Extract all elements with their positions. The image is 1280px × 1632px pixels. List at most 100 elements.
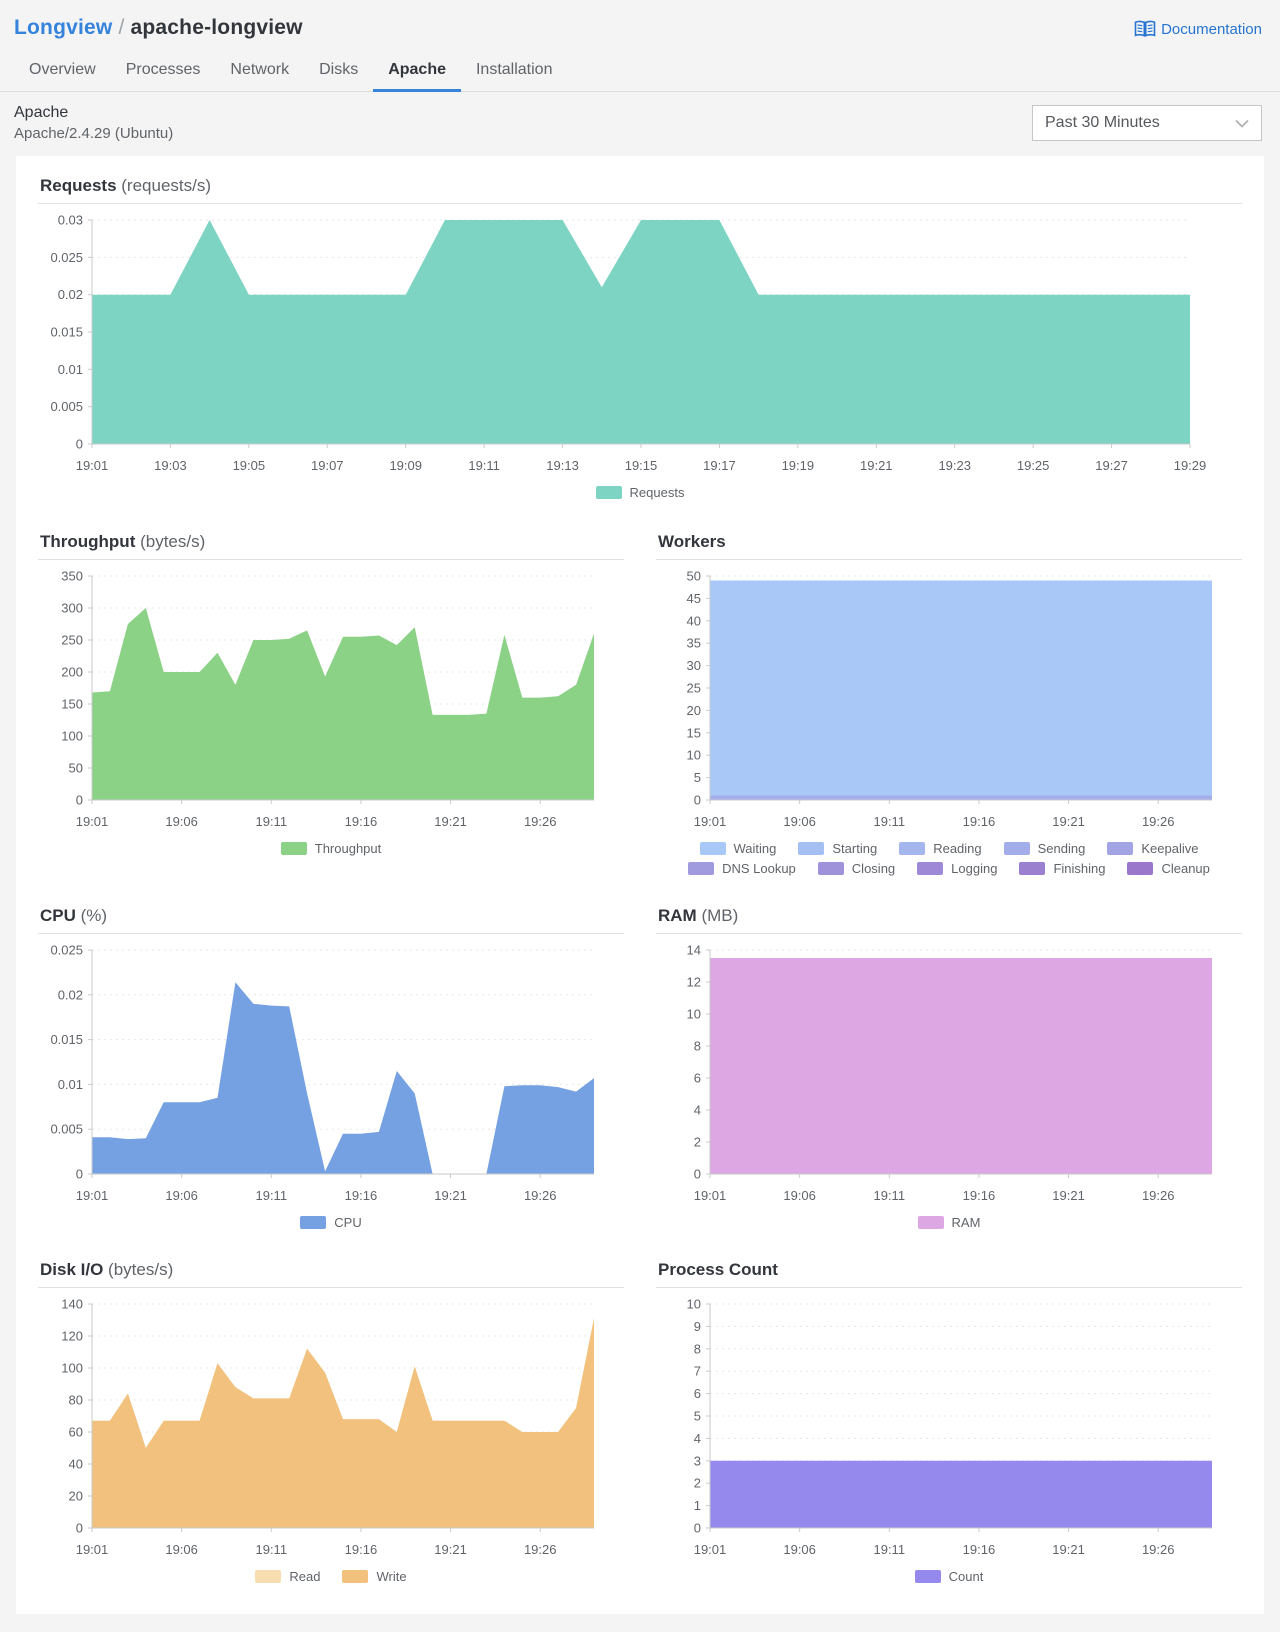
legend-swatch — [817, 862, 844, 875]
breadcrumb-current: apache-longview — [130, 16, 303, 39]
tab-overview[interactable]: Overview — [29, 61, 96, 78]
legend-swatch — [917, 862, 944, 875]
legend-item: Reading — [899, 841, 982, 856]
process-count-section: Process Count 0 1 2 3 4 5 6 7 8 9 10 19:01 19:06 19:1… — [656, 1256, 1242, 1584]
documentation-label: Documentation — [1161, 20, 1262, 38]
svg-text:0: 0 — [694, 1521, 701, 1536]
legend-item: Write — [342, 1569, 407, 1584]
ram-section: RAM (MB) 0 2 4 6 8 10 12 14 19:01 19:06 19:11 19:16… — [656, 902, 1242, 1230]
svg-text:19:06: 19:06 — [783, 814, 816, 829]
svg-text:19:26: 19:26 — [1142, 1542, 1175, 1557]
requests-legend: Requests — [38, 485, 1242, 500]
svg-text:0.03: 0.03 — [58, 213, 83, 228]
svg-text:19:01: 19:01 — [694, 1542, 727, 1557]
workers-chart: 0 5 10 15 20 25 30 35 40 45 50 19:01 19:06 19:11 19:16… — [656, 566, 1242, 839]
legend-item: RAM — [917, 1215, 980, 1230]
requests-chart: 0 0.005 0.01 0.015 0.02 0.025 0.03 19:01 19:03 19… — [38, 210, 1242, 483]
svg-text:0.01: 0.01 — [58, 362, 83, 377]
requests-title: Requests (requests/s) — [38, 172, 1242, 204]
tab-processes[interactable]: Processes — [125, 61, 201, 78]
book-icon — [1134, 20, 1156, 37]
svg-text:40: 40 — [687, 613, 701, 628]
svg-text:19:21: 19:21 — [434, 1542, 467, 1557]
svg-text:0: 0 — [76, 1521, 83, 1536]
svg-text:8: 8 — [694, 1039, 701, 1054]
svg-text:19:06: 19:06 — [165, 1188, 198, 1203]
svg-text:30: 30 — [687, 658, 701, 673]
tab-disks[interactable]: Disks — [319, 61, 359, 78]
workers-section: Workers 0 5 10 15 20 25 30 35 40 45 50 19:01 19:06 19… — [656, 528, 1242, 876]
time-range-select[interactable]: Past 30 Minutes — [1032, 105, 1262, 141]
breadcrumb-separator: / — [118, 16, 125, 39]
svg-text:19:06: 19:06 — [783, 1188, 816, 1203]
svg-text:19:11: 19:11 — [873, 1542, 905, 1557]
time-range-value: Past 30 Minutes — [1045, 114, 1160, 131]
svg-text:19:17: 19:17 — [703, 458, 736, 473]
svg-text:19:09: 19:09 — [389, 458, 422, 473]
svg-text:6: 6 — [694, 1386, 701, 1401]
svg-text:19:25: 19:25 — [1017, 458, 1050, 473]
svg-text:2: 2 — [694, 1135, 701, 1150]
legend-item: Sending — [1003, 841, 1085, 856]
legend-item: DNS Lookup — [688, 861, 796, 876]
requests-section: Requests (requests/s) 0 0.005 0.01 0.015 0.0… — [38, 172, 1242, 500]
legend-item: Finishing — [1019, 861, 1105, 876]
svg-text:0.02: 0.02 — [58, 987, 83, 1002]
legend-swatch — [280, 842, 307, 855]
apache-version: Apache/2.4.29 (Ubuntu) — [14, 125, 174, 142]
cpu-section: CPU (%) 0 0.005 0.01 0.015 0.02 0.025 19:01 19:… — [38, 902, 624, 1230]
cpu-legend: CPU — [38, 1215, 624, 1230]
legend-swatch — [342, 1570, 369, 1583]
svg-text:120: 120 — [61, 1329, 83, 1344]
svg-text:25: 25 — [687, 681, 701, 696]
legend-item: Cleanup — [1127, 861, 1210, 876]
process-count-legend: Count — [656, 1569, 1242, 1584]
legend-swatch — [914, 1570, 941, 1583]
disk-io-title: Disk I/O (bytes/s) — [38, 1256, 624, 1288]
svg-text:0.005: 0.005 — [50, 1122, 83, 1137]
sub-header: Apache Apache/2.4.29 (Ubuntu) Past 30 Mi… — [0, 92, 1280, 156]
svg-text:250: 250 — [61, 633, 83, 648]
process-count-chart: 0 1 2 3 4 5 6 7 8 9 10 19:01 19:06 19:11 19:16 19:21 19:… — [656, 1294, 1242, 1567]
svg-text:8: 8 — [694, 1341, 701, 1356]
legend-item: Count — [914, 1569, 983, 1584]
svg-text:0: 0 — [694, 1167, 701, 1182]
workers-legend: Waiting Starting Reading Sending Keepalive DN… — [656, 841, 1242, 876]
legend-item: Read — [255, 1569, 320, 1584]
svg-text:19:07: 19:07 — [311, 458, 344, 473]
tab-network[interactable]: Network — [230, 61, 290, 78]
svg-text:19:11: 19:11 — [468, 458, 500, 473]
svg-text:3: 3 — [694, 1453, 701, 1468]
svg-text:19:16: 19:16 — [963, 814, 996, 829]
cpu-chart: 0 0.005 0.01 0.015 0.02 0.025 19:01 19:06 19:11 1… — [38, 940, 624, 1213]
svg-text:19:11: 19:11 — [255, 814, 287, 829]
svg-text:150: 150 — [61, 697, 83, 712]
svg-text:19:06: 19:06 — [165, 1542, 198, 1557]
tab-bar: Overview Processes Network Disks Apache … — [0, 50, 1280, 92]
ram-legend: RAM — [656, 1215, 1242, 1230]
throughput-section: Throughput (bytes/s) 0 50 100 150 200 250 300 3… — [38, 528, 624, 876]
legend-item: Closing — [817, 861, 895, 876]
svg-text:19:16: 19:16 — [963, 1542, 996, 1557]
chevron-down-icon — [1235, 119, 1249, 128]
tab-apache[interactable]: Apache — [373, 50, 461, 92]
apache-info: Apache Apache/2.4.29 (Ubuntu) — [14, 104, 173, 142]
breadcrumb-longview-link[interactable]: Longview — [14, 16, 113, 39]
tab-installation[interactable]: Installation — [475, 61, 553, 78]
documentation-link[interactable]: Documentation — [1134, 20, 1262, 38]
breadcrumb: Longview / apache-longview — [14, 16, 303, 40]
legend-swatch — [699, 842, 726, 855]
svg-text:80: 80 — [69, 1393, 83, 1408]
svg-text:200: 200 — [61, 665, 83, 680]
svg-text:19:16: 19:16 — [345, 814, 378, 829]
workers-title: Workers — [656, 528, 1242, 560]
legend-swatch — [255, 1570, 282, 1583]
throughput-title: Throughput (bytes/s) — [38, 528, 624, 560]
svg-text:19:26: 19:26 — [524, 814, 557, 829]
svg-text:19:13: 19:13 — [546, 458, 579, 473]
charts-card: Requests (requests/s) 0 0.005 0.01 0.015 0.0… — [16, 156, 1264, 1614]
legend-item: Logging — [917, 861, 997, 876]
svg-text:19:11: 19:11 — [255, 1542, 287, 1557]
svg-text:15: 15 — [687, 725, 701, 740]
